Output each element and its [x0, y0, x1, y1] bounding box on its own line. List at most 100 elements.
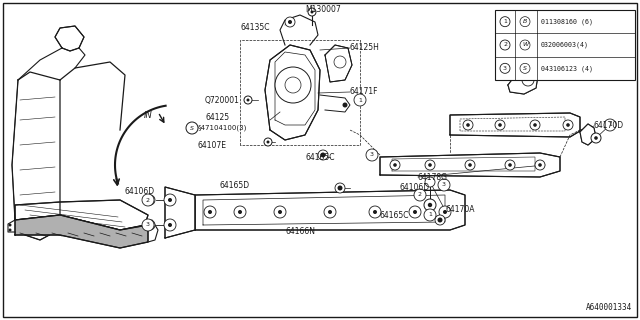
- Circle shape: [168, 223, 172, 227]
- Circle shape: [520, 63, 530, 73]
- Circle shape: [393, 163, 397, 167]
- Circle shape: [538, 163, 542, 167]
- Circle shape: [275, 67, 311, 103]
- Circle shape: [500, 40, 510, 50]
- Circle shape: [414, 189, 426, 201]
- Circle shape: [465, 160, 475, 170]
- Circle shape: [505, 160, 515, 170]
- Circle shape: [520, 17, 530, 27]
- Text: 1: 1: [608, 123, 612, 127]
- Text: 043106123 (4): 043106123 (4): [541, 65, 593, 72]
- Text: 64135C: 64135C: [241, 23, 270, 33]
- Circle shape: [413, 210, 417, 214]
- Text: 64106D: 64106D: [125, 188, 155, 196]
- Text: M130007: M130007: [305, 5, 340, 14]
- Circle shape: [337, 186, 342, 190]
- Circle shape: [310, 11, 314, 13]
- Circle shape: [208, 210, 212, 214]
- Circle shape: [278, 210, 282, 214]
- Circle shape: [366, 149, 378, 161]
- Text: FIG.645: FIG.645: [503, 63, 532, 73]
- Circle shape: [425, 177, 435, 187]
- Text: 64178G: 64178G: [418, 172, 448, 181]
- Text: 3: 3: [146, 222, 150, 228]
- Circle shape: [520, 40, 530, 50]
- Circle shape: [238, 210, 242, 214]
- Polygon shape: [325, 45, 352, 82]
- Circle shape: [594, 136, 598, 140]
- Circle shape: [425, 160, 435, 170]
- Circle shape: [373, 210, 377, 214]
- Circle shape: [168, 198, 172, 202]
- Circle shape: [435, 215, 445, 225]
- Circle shape: [186, 122, 198, 134]
- Circle shape: [522, 74, 534, 86]
- Circle shape: [264, 138, 272, 146]
- Circle shape: [591, 133, 601, 143]
- Text: 64165C: 64165C: [380, 211, 410, 220]
- Text: 64107E: 64107E: [198, 140, 227, 149]
- Circle shape: [530, 120, 540, 130]
- Text: 032006003(4): 032006003(4): [541, 42, 589, 48]
- Circle shape: [369, 206, 381, 218]
- Circle shape: [466, 123, 470, 127]
- Circle shape: [500, 63, 510, 73]
- Circle shape: [428, 203, 432, 207]
- Circle shape: [324, 206, 336, 218]
- Circle shape: [495, 120, 505, 130]
- Text: S: S: [190, 125, 194, 131]
- Circle shape: [508, 163, 512, 167]
- Circle shape: [566, 123, 570, 127]
- Polygon shape: [165, 187, 195, 238]
- Text: 64170A: 64170A: [445, 205, 474, 214]
- Circle shape: [409, 206, 421, 218]
- Circle shape: [246, 99, 250, 101]
- Circle shape: [8, 223, 12, 227]
- Text: 2: 2: [418, 193, 422, 197]
- Circle shape: [533, 123, 537, 127]
- Circle shape: [424, 209, 436, 221]
- Polygon shape: [15, 200, 148, 230]
- Text: 64170D: 64170D: [594, 122, 624, 131]
- Circle shape: [148, 198, 152, 202]
- Polygon shape: [580, 124, 596, 145]
- Text: 64165D: 64165D: [220, 180, 250, 189]
- Circle shape: [390, 160, 400, 170]
- Circle shape: [244, 96, 252, 104]
- Circle shape: [142, 219, 154, 231]
- Circle shape: [204, 206, 216, 218]
- Circle shape: [8, 228, 12, 231]
- Text: 64125: 64125: [205, 113, 229, 122]
- Text: S: S: [523, 66, 527, 71]
- Text: 64171F: 64171F: [350, 87, 378, 97]
- Circle shape: [334, 56, 346, 68]
- Polygon shape: [380, 153, 560, 177]
- Circle shape: [463, 120, 473, 130]
- Text: 011308160 (6): 011308160 (6): [541, 19, 593, 25]
- Text: 3: 3: [370, 153, 374, 157]
- Text: 2: 2: [503, 43, 507, 47]
- Text: 64165C: 64165C: [305, 153, 335, 162]
- Circle shape: [563, 120, 573, 130]
- Circle shape: [604, 119, 616, 131]
- Bar: [495, 10, 635, 80]
- Circle shape: [266, 140, 269, 143]
- Circle shape: [318, 150, 328, 160]
- Polygon shape: [15, 215, 148, 248]
- Text: 1: 1: [428, 212, 432, 218]
- Circle shape: [443, 210, 447, 214]
- Circle shape: [164, 219, 176, 231]
- Circle shape: [438, 179, 450, 191]
- Circle shape: [142, 194, 154, 206]
- Circle shape: [335, 183, 345, 193]
- Circle shape: [428, 163, 432, 167]
- Circle shape: [439, 206, 451, 218]
- Text: 3: 3: [442, 182, 446, 188]
- Circle shape: [438, 218, 442, 222]
- Circle shape: [498, 123, 502, 127]
- Circle shape: [468, 163, 472, 167]
- Text: 3: 3: [503, 66, 507, 71]
- Circle shape: [234, 206, 246, 218]
- Circle shape: [148, 223, 152, 227]
- Circle shape: [424, 199, 436, 211]
